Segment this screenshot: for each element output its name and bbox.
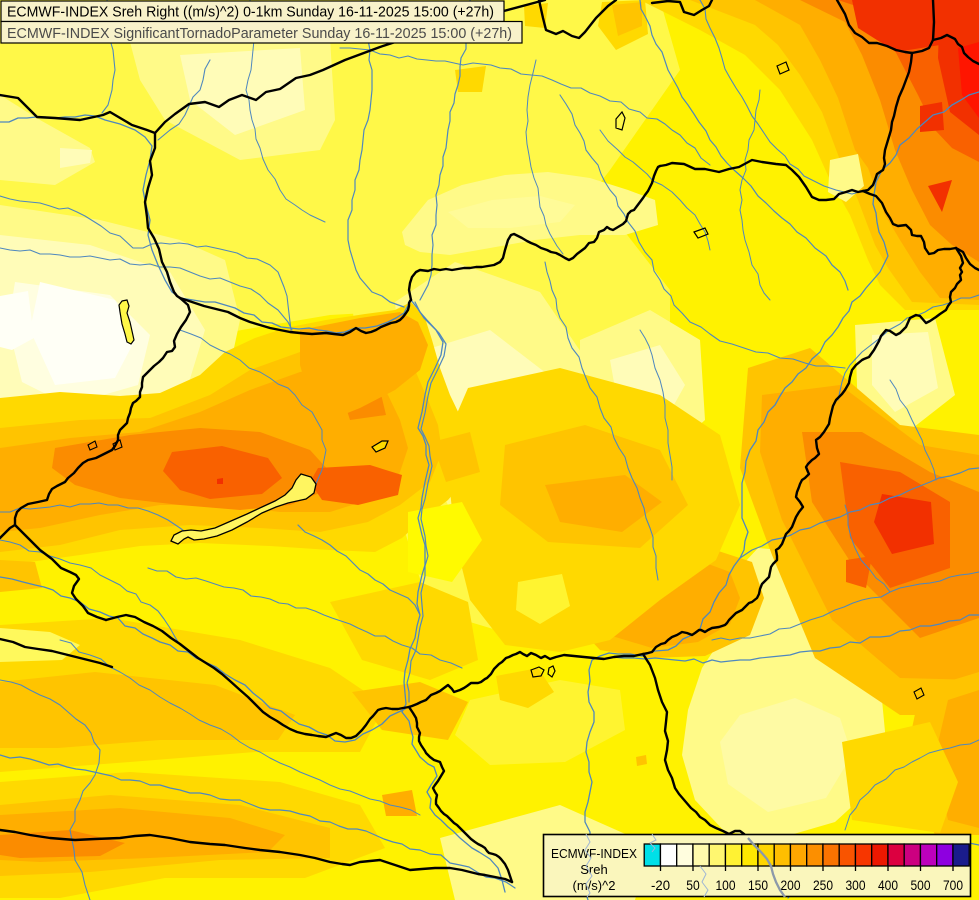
svg-text:-20: -20 (651, 877, 670, 893)
svg-text:50: 50 (686, 877, 700, 893)
svg-text:Sreh: Sreh (580, 862, 607, 877)
svg-text:200: 200 (781, 877, 801, 893)
svg-text:400: 400 (878, 877, 898, 893)
svg-text:100: 100 (716, 877, 736, 893)
svg-text:700: 700 (943, 877, 963, 893)
svg-text:500: 500 (911, 877, 931, 893)
svg-text:(m/s)^2: (m/s)^2 (573, 878, 616, 893)
svg-text:ECMWF-INDEX SignificantTornado: ECMWF-INDEX SignificantTornadoParameter … (7, 26, 512, 42)
svg-text:150: 150 (748, 877, 768, 893)
svg-text:300: 300 (846, 877, 866, 893)
svg-text:250: 250 (813, 877, 833, 893)
svg-text:ECMWF-INDEX: ECMWF-INDEX (551, 846, 637, 861)
svg-text:ECMWF-INDEX Sreh Right ((m/s)^: ECMWF-INDEX Sreh Right ((m/s)^2) 0-1km S… (7, 5, 494, 21)
